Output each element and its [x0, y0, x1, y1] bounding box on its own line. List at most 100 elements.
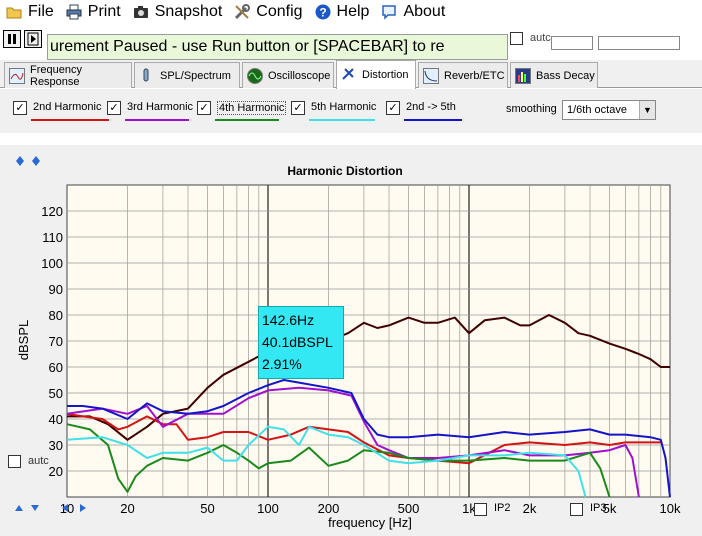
y-tick-label: 90 — [49, 282, 63, 297]
series-line-3 — [66, 423, 611, 498]
tab-frequency-response[interactable]: Frequency Response — [4, 62, 132, 88]
x-tick-label: 20 — [120, 501, 134, 516]
tab-oscilloscope-label: Oscilloscope — [268, 69, 331, 82]
zoom-vertical-icon — [16, 156, 24, 166]
y-tick-label: 40 — [49, 412, 63, 427]
series-lines — [66, 314, 671, 498]
x-tick-label: 1k — [462, 501, 476, 516]
auto-label-top: autc — [530, 32, 551, 44]
tooltip-percent: 2.91% — [262, 356, 302, 372]
harmonic-2nd-5th-toggle[interactable]: ✓ 2nd -> 5th — [386, 99, 466, 129]
harmonic-3rd-checkbox[interactable]: ✓ — [107, 101, 121, 115]
tab-spl-spectrum-label: SPL/Spectrum — [160, 69, 231, 82]
harmonic-2nd-5th-color-line — [404, 119, 462, 121]
series-line-0 — [67, 314, 670, 441]
x-tick-label: 200 — [318, 501, 340, 516]
tab-reverb-etc[interactable]: Reverb/ETC — [418, 62, 508, 88]
menu-help-label: Help — [336, 3, 370, 20]
menu-help[interactable]: ? Help — [309, 0, 376, 24]
tab-distortion-label: Distortion — [362, 69, 409, 81]
auto-checkbox-bottom[interactable] — [8, 455, 21, 468]
menu-file-label: File — [28, 3, 54, 20]
tab-spl-spectrum[interactable]: SPL/Spectrum — [134, 62, 240, 88]
run-button[interactable] — [24, 30, 42, 48]
tab-oscilloscope[interactable]: Oscilloscope — [242, 62, 334, 88]
tab-bar: Frequency Response SPL/Spectrum Oscillos… — [0, 60, 702, 89]
harmonic-5th-toggle[interactable]: ✓ 5th Harmonic — [291, 99, 386, 129]
chart-title: Harmonic Distortion — [287, 164, 402, 178]
auto-range-field-2[interactable] — [598, 36, 680, 50]
harmonic-3rd-label: 3rd Harmonic — [127, 101, 194, 113]
tools-icon — [234, 4, 251, 20]
tab-bass-decay-label: Bass Decay — [536, 69, 595, 82]
tab-frequency-response-label: Frequency Response — [30, 63, 82, 88]
harmonic-distortion-chart[interactable]: Harmonic Distortion 20 30 40 50 60 70 80 90 100 1… — [0, 145, 702, 536]
cursor-readout-tooltip: 142.6Hz 40.1dBSPL 2.91% — [258, 306, 344, 379]
menu-print[interactable]: Print — [60, 0, 127, 24]
zoom-both-icon — [32, 156, 40, 166]
tab-reverb-etc-label: Reverb/ETC — [444, 69, 505, 82]
auto-range-field-1[interactable] — [551, 36, 593, 50]
status-row — [0, 28, 702, 58]
auto-label-bottom: autc — [28, 455, 49, 467]
x-axis-ticks: 1020501002005001k2k5k10k — [60, 501, 681, 516]
y-tick-label: 70 — [49, 334, 63, 349]
menu-about-label: About — [403, 3, 446, 20]
menu-about[interactable]: About — [375, 0, 451, 24]
harmonic-5th-label: 5th Harmonic — [311, 101, 377, 113]
auto-checkbox-top[interactable] — [510, 32, 523, 45]
harmonic-2nd-checkbox[interactable]: ✓ — [13, 101, 27, 115]
chart-panel: Harmonic Distortion 20 30 40 50 60 70 80 90 100 1… — [0, 145, 702, 536]
svg-text:?: ? — [319, 6, 326, 20]
y-tick-label: 60 — [49, 360, 63, 375]
harmonic-4th-toggle[interactable]: ✓ 4th Harmonic — [197, 99, 287, 129]
distortion-icon — [341, 67, 357, 83]
menu-snapshot[interactable]: Snapshot — [127, 0, 229, 24]
pause-button[interactable] — [3, 30, 21, 48]
speech-bubble-icon — [381, 4, 397, 20]
arrow-right-icon — [80, 504, 86, 512]
menu-file[interactable]: File — [0, 0, 60, 24]
camera-icon — [133, 4, 149, 20]
menu-snapshot-label: Snapshot — [154, 3, 223, 20]
chevron-down-icon[interactable]: ▼ — [639, 101, 655, 119]
smoothing-select[interactable]: 1/6th octave ▼ — [562, 100, 656, 120]
y-tick-label: 30 — [49, 438, 63, 453]
folder-icon — [6, 4, 22, 20]
harmonic-4th-checkbox[interactable]: ✓ — [197, 101, 211, 115]
spl-spectrum-icon — [139, 68, 155, 84]
tab-distortion[interactable]: Distortion — [336, 60, 416, 89]
ip3-label: IP3 — [590, 502, 607, 514]
scroll-controls-bottom[interactable] — [15, 504, 86, 512]
harmonic-3rd-toggle[interactable]: ✓ 3rd Harmonic — [107, 99, 197, 129]
x-tick-label: 50 — [200, 501, 214, 516]
x-tick-label: 100 — [257, 501, 279, 516]
harmonic-2nd-5th-label: 2nd -> 5th — [406, 101, 456, 113]
series-line-4 — [66, 425, 587, 498]
harmonic-2nd-label: 2nd Harmonic — [33, 101, 102, 113]
menu-config[interactable]: Config — [228, 0, 308, 24]
ip2-label: IP2 — [494, 502, 511, 514]
bass-decay-icon — [515, 67, 531, 84]
arrow-up-icon — [15, 505, 23, 511]
harmonic-2nd-toggle[interactable]: ✓ 2nd Harmonic — [13, 99, 109, 129]
harmonic-4th-color-line — [215, 119, 279, 121]
status-message: urement Paused - use Run button or [SPAC… — [47, 34, 508, 60]
oscilloscope-icon — [247, 67, 263, 84]
printer-icon — [66, 4, 82, 20]
y-tick-label: 100 — [41, 256, 63, 271]
tooltip-level: 40.1dBSPL — [262, 334, 333, 350]
tooltip-frequency: 142.6Hz — [262, 312, 315, 328]
menu-print-label: Print — [87, 3, 121, 20]
ip3-checkbox[interactable] — [570, 503, 583, 516]
tab-bass-decay[interactable]: Bass Decay — [510, 62, 598, 88]
arrow-down-icon — [31, 505, 39, 511]
ip2-checkbox[interactable] — [474, 503, 487, 516]
x-tick-label: 5k — [603, 501, 617, 516]
zoom-controls-top[interactable] — [16, 156, 40, 166]
arrow-left-icon — [62, 504, 68, 512]
y-tick-label: 20 — [49, 464, 63, 479]
harmonic-2nd-5th-checkbox[interactable]: ✓ — [386, 101, 400, 115]
harmonic-5th-checkbox[interactable]: ✓ — [291, 101, 305, 115]
smoothing-label: smoothing — [506, 103, 557, 115]
